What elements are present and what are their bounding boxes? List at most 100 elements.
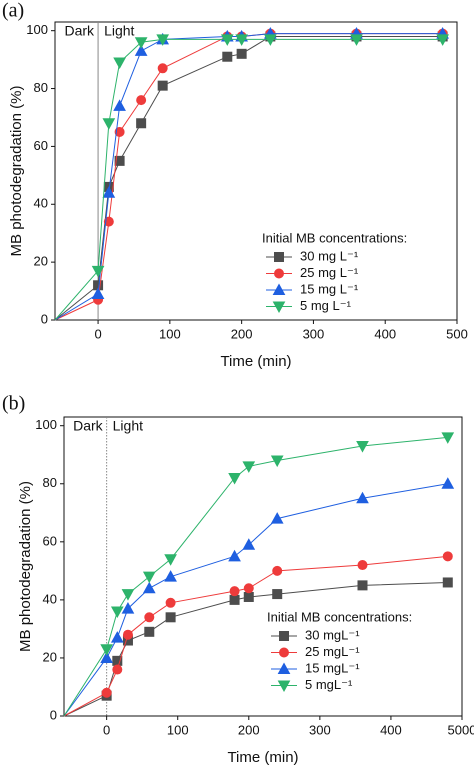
x-tick-label: 500 [446, 326, 468, 341]
annotation: Dark [65, 23, 96, 39]
marker [103, 216, 114, 227]
marker [357, 560, 368, 571]
x-tick-label: 300 [309, 722, 331, 737]
marker [164, 554, 177, 566]
marker [110, 606, 124, 619]
marker [242, 461, 256, 473]
marker [277, 680, 291, 693]
x-tick-label: 400 [374, 326, 396, 341]
marker [274, 268, 284, 279]
marker [436, 34, 449, 46]
marker [114, 155, 125, 166]
x-tick-label: 0 [103, 722, 110, 737]
marker [134, 44, 148, 56]
y-axis-label: MB photodegradation (%) [17, 481, 34, 652]
marker [100, 651, 113, 663]
marker [110, 631, 124, 643]
marker [136, 95, 147, 106]
marker [277, 662, 291, 674]
legend-label: 15 mgL⁻¹ [305, 660, 360, 675]
y-tick-label: 60 [34, 138, 48, 153]
marker [442, 551, 453, 562]
legend-title: Initial MB concentrations: [262, 230, 407, 245]
marker [356, 441, 369, 453]
marker [274, 252, 284, 262]
legend-label: 30 mg L⁻¹ [300, 248, 359, 263]
marker [441, 432, 455, 444]
y-tick-label: 20 [43, 649, 57, 664]
legend-label: 5 mgL⁻¹ [305, 677, 353, 692]
marker [122, 629, 133, 640]
marker [270, 455, 284, 468]
marker [156, 34, 170, 46]
y-tick-label: 40 [43, 591, 57, 606]
marker [350, 34, 363, 46]
annotation: Dark [73, 418, 104, 434]
marker [113, 57, 126, 70]
marker [356, 491, 369, 504]
x-axis-label: Time (min) [220, 353, 291, 370]
marker [157, 63, 168, 74]
line [54, 38, 443, 321]
marker [243, 583, 254, 594]
marker [165, 597, 176, 608]
marker [144, 612, 155, 623]
panel-label: (a) [2, 0, 24, 22]
marker [144, 626, 155, 637]
x-tick-label: 300 [303, 326, 325, 341]
y-tick-label: 100 [26, 22, 48, 37]
line [63, 555, 448, 717]
marker [91, 287, 105, 299]
marker [235, 34, 248, 46]
legend-label: 30 mgL⁻¹ [305, 627, 360, 642]
line [54, 35, 443, 321]
y-tick-label: 80 [34, 80, 48, 95]
marker [91, 265, 105, 278]
marker [229, 594, 240, 605]
marker [157, 80, 168, 91]
marker [229, 586, 240, 597]
marker [164, 570, 177, 582]
line [63, 483, 448, 717]
marker [142, 581, 156, 594]
x-tick-label: 0 [94, 326, 101, 341]
y-tick-label: 80 [43, 475, 57, 490]
marker [264, 34, 277, 46]
legend-title: Initial MB concentrations: [267, 609, 412, 624]
marker [228, 472, 241, 485]
marker [102, 186, 116, 198]
legend-label: 15 mg L⁻¹ [300, 281, 359, 296]
y-axis-label: MB photodegradation (%) [8, 86, 25, 257]
y-tick-label: 0 [41, 311, 48, 326]
marker [114, 126, 125, 137]
marker [228, 549, 241, 562]
x-tick-label: 100 [159, 326, 181, 341]
marker [113, 99, 126, 111]
marker [442, 577, 453, 588]
marker [272, 301, 286, 314]
line [63, 581, 448, 717]
x-axis-label: Time (min) [227, 749, 298, 766]
marker [236, 48, 247, 59]
annotation: Light [104, 23, 134, 39]
x-tick-label: 200 [238, 722, 260, 737]
y-tick-label: 100 [35, 417, 57, 432]
marker [222, 51, 233, 62]
legend-label: 5 mg L⁻¹ [300, 298, 352, 313]
marker [357, 580, 368, 591]
x-tick-label: 5000 [448, 722, 474, 737]
marker [272, 565, 283, 576]
marker [272, 283, 286, 295]
marker [100, 644, 113, 656]
marker [102, 118, 116, 130]
plot-frame [54, 21, 458, 321]
marker [112, 664, 123, 675]
marker [279, 647, 289, 658]
line [63, 436, 448, 717]
marker [121, 602, 135, 614]
y-tick-label: 60 [43, 533, 57, 548]
panel-label: (b) [2, 393, 25, 415]
marker [243, 591, 254, 602]
y-tick-label: 20 [34, 254, 48, 269]
marker [242, 538, 256, 550]
